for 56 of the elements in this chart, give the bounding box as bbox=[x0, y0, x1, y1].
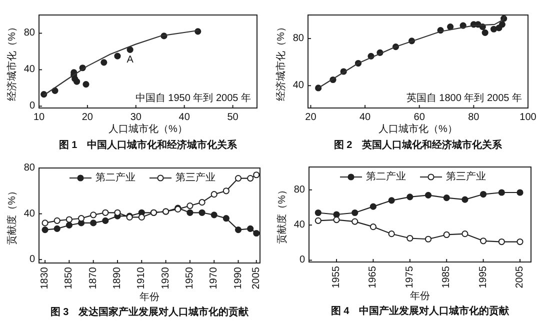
annotation: 中国自 1950 年到 2005 年 bbox=[135, 92, 251, 104]
y-axis-title: 贡献度（%） bbox=[276, 185, 288, 244]
x-tick-label: 1995 bbox=[478, 266, 489, 288]
x-tick-label: 1965 bbox=[368, 266, 379, 288]
x-tick-label: 1910 bbox=[136, 266, 148, 290]
x-tick-label: 1970 bbox=[208, 266, 220, 290]
x-tick-label: 2005 bbox=[514, 266, 526, 288]
x-tick-label: 1950 bbox=[184, 266, 196, 290]
text: 图 4 中国产业发展对人口城市化的贡献 bbox=[330, 305, 510, 317]
x-tick-label: 1890 bbox=[112, 266, 123, 290]
x-tick-label: 1985 bbox=[441, 266, 452, 288]
x-tick-label: 50 bbox=[227, 112, 239, 123]
x-tick-label: 20 bbox=[82, 112, 94, 123]
x-tick-label: 40 bbox=[178, 112, 190, 123]
x-tick-label: 100 bbox=[520, 112, 537, 123]
y-axis-title: 经济城市化（%） bbox=[275, 22, 287, 101]
x-tick-label: 1930 bbox=[160, 266, 172, 290]
x-tick-label: 2005 bbox=[250, 266, 262, 290]
x-tick-label: 80 bbox=[468, 112, 480, 123]
y-tick-label: 80 bbox=[24, 28, 36, 39]
x-tick-label: 1830 bbox=[40, 266, 51, 290]
annotation: 英国自 1800 年到 2005 年 bbox=[406, 92, 522, 104]
y-tick-label: 40 bbox=[24, 208, 36, 220]
x-tick-label: 10 bbox=[33, 112, 45, 123]
y-tick-label: 0 bbox=[29, 100, 36, 112]
y-tick-label: 0 bbox=[299, 254, 306, 266]
x-tick-label: 60 bbox=[414, 112, 426, 123]
legend-label: 第三产业 bbox=[446, 170, 486, 182]
y-tick-label: 40 bbox=[294, 220, 306, 231]
y-tick-label: 40 bbox=[292, 80, 304, 92]
y-tick-label: 40 bbox=[24, 64, 36, 76]
x-tick-label: 40 bbox=[359, 112, 372, 123]
x-tick-label: 20 bbox=[305, 112, 317, 123]
text: 图 2 英国人口城化和经济城市化关系 bbox=[334, 139, 504, 151]
x-tick-label: 1850 bbox=[64, 266, 75, 290]
y-tick-label: 0 bbox=[29, 254, 36, 266]
legend-label: 第二产业 bbox=[366, 170, 406, 182]
x-tick-label: 30 bbox=[130, 112, 142, 123]
x-tick-label: 1870 bbox=[88, 266, 99, 290]
text: 图 1 中国人口城市化和经济城市化关系 bbox=[58, 139, 238, 151]
x-axis-title: 年份 bbox=[410, 290, 430, 302]
x-tick-label: 1990 bbox=[232, 266, 244, 290]
x-axis-title: 年份 bbox=[140, 291, 160, 303]
y-axis-title: 经济城市化（%） bbox=[6, 22, 18, 101]
y-tick-label: 80 bbox=[292, 33, 304, 44]
annotation: A bbox=[126, 54, 134, 66]
y-tick-label: 80 bbox=[24, 162, 36, 174]
text: 图 3 发达国家产业发展对人口城市化的贡献 bbox=[50, 306, 250, 318]
x-axis-title: 人口城市化（%） bbox=[378, 123, 458, 135]
x-tick-label: 1975 bbox=[404, 266, 416, 288]
legend-label: 第三产业 bbox=[176, 172, 216, 184]
x-tick-label: 1955 bbox=[331, 266, 342, 288]
y-tick-label: 80 bbox=[294, 184, 306, 196]
legend-label: 第二产业 bbox=[96, 172, 136, 184]
x-axis-title: 人口城市化（%） bbox=[108, 123, 188, 135]
y-axis-title: 贡献度（%） bbox=[6, 186, 18, 245]
